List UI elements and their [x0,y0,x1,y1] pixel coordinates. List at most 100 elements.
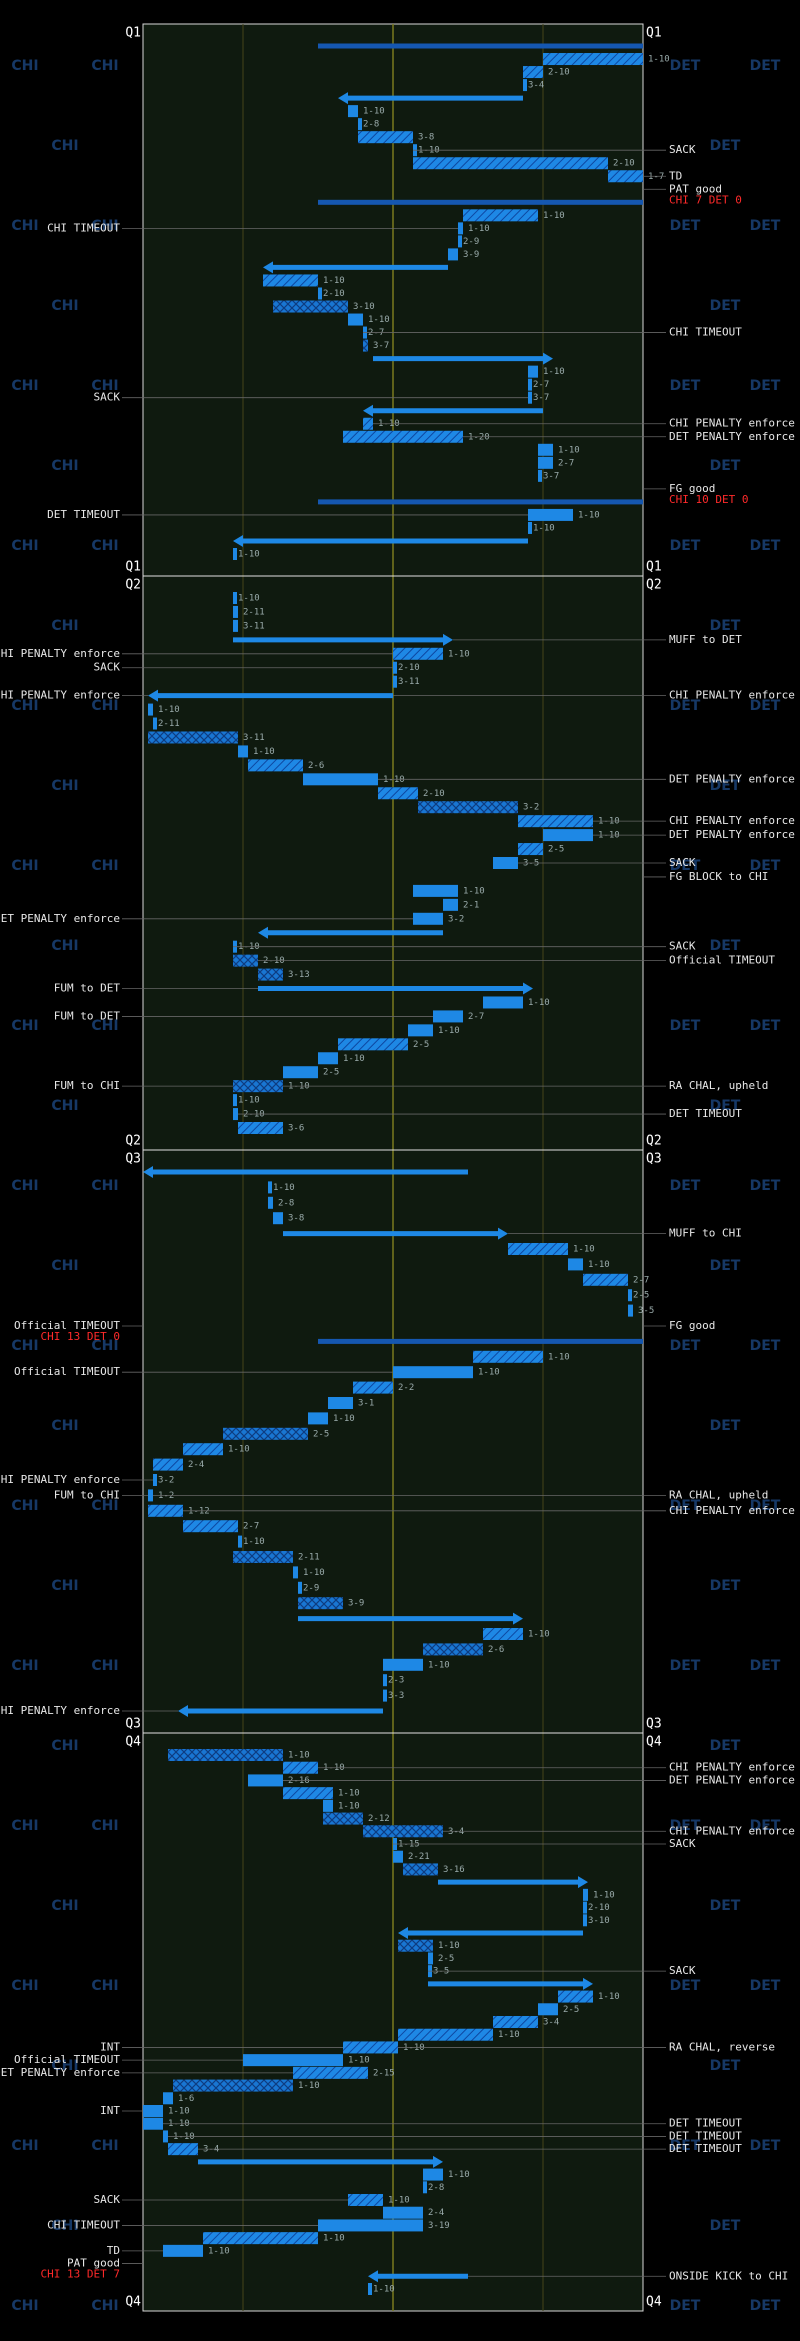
watermark: DET [710,618,741,634]
watermark: CHI [91,1818,118,1834]
note: CHI PENALTY enforce [0,647,120,660]
note: TD [107,2244,120,2257]
note: CHI TIMEOUT [47,221,120,234]
play-bar [538,469,542,482]
arrowhead [368,2270,378,2283]
note: PAT good [67,2257,120,2270]
note: TD [669,169,682,182]
watermark: CHI [91,1978,118,1994]
play-bar [328,1397,353,1409]
arrowhead [513,1612,523,1625]
play-bar [463,209,538,222]
watermark: CHI [51,1898,78,1914]
note: Official TIMEOUT [669,954,775,967]
play-bar [418,801,518,814]
play-bar [393,647,443,660]
note: DET PENALTY enforce [669,828,795,841]
down-distance: 3-4 [528,81,544,91]
down-distance: 2-10 [398,663,420,673]
watermark: DET [750,1818,781,1834]
note: DET TIMEOUT [669,1107,742,1120]
play-bar [143,2105,163,2117]
play-bar [298,1581,302,1594]
watermark: DET [670,1018,701,1034]
down-distance: 2-10 [588,1903,610,1913]
down-distance: 2-9 [463,237,479,247]
play-bar [298,1597,343,1610]
note: FUM to DET [54,1009,121,1022]
down-distance: 2-10 [323,289,345,299]
down-distance: 3-13 [288,970,310,980]
down-distance: 1-10 [373,2285,395,2295]
watermark: DET [670,1338,701,1354]
play-bar [528,521,532,534]
watermark: CHI [51,1738,78,1754]
down-distance: 1-15 [398,1840,420,1850]
down-distance: 3-5 [523,859,539,869]
down-distance: 1-10 [543,367,565,377]
kick-bar [318,43,643,49]
down-distance: 1-2 [158,1491,174,1501]
down-distance: 2-5 [323,1068,339,1078]
watermark: CHI [11,538,38,554]
play-bar [233,1108,238,1121]
watermark: CHI [91,1018,118,1034]
watermark: DET [750,1018,781,1034]
play-bar [148,1504,183,1517]
down-distance: 2-7 [533,380,549,390]
down-distance: 2-21 [408,1852,430,1862]
down-distance: 1-10 [478,1368,500,1378]
down-distance: 1-10 [528,1630,550,1640]
watermark: DET [710,1898,741,1914]
note: Official TIMEOUT [14,2053,120,2066]
play-bar [323,1799,333,1812]
watermark: CHI [91,218,118,234]
play-bar [398,2028,493,2041]
note: ONSIDE KICK to CHI [669,2269,788,2282]
play-bar [163,2092,173,2105]
play-bar [233,605,238,618]
score: CHI 13 DET 7 [41,2268,120,2281]
down-distance: 1-10 [348,2056,370,2066]
note: SACK [94,2193,121,2206]
note: DET PENALTY enforce [669,772,795,785]
down-distance: 1-10 [598,831,620,841]
quarter-label: Q2 [125,578,141,593]
note: INT [100,2040,120,2053]
watermark: DET [750,858,781,874]
watermark: CHI [11,58,38,74]
play-bar [583,1914,587,1927]
down-distance: 1-10 [533,523,555,533]
down-distance: 1-10 [238,550,260,560]
down-distance: 2-8 [363,120,379,130]
kick-bar [318,499,643,505]
down-distance: 1-10 [463,886,485,896]
down-distance: 1-10 [208,2246,230,2256]
watermark: DET [750,1658,781,1674]
down-distance: 3-7 [533,393,549,403]
play-bar [258,968,283,981]
arrowhead [258,926,268,939]
play-bar [393,675,397,688]
play-bar [368,2283,372,2295]
play-bar [393,661,397,674]
watermark: CHI [51,298,78,314]
watermark: DET [670,218,701,234]
watermark: CHI [11,1658,38,1674]
note: SACK [669,856,696,869]
watermark: DET [710,2058,741,2074]
down-distance: 1-10 [298,2081,320,2091]
play-bar [283,1066,318,1079]
play-bar [153,1474,157,1486]
play-bar [268,1181,272,1194]
down-distance: 1-10 [273,1183,295,1193]
watermark: CHI [51,2058,78,2074]
down-distance: 2-5 [313,1429,329,1439]
down-distance: 3-11 [398,677,420,687]
arrowhead [443,633,453,646]
play-bar [363,417,373,430]
down-distance: 1-10 [548,1352,570,1362]
play-bar [183,1443,223,1456]
down-distance: 3-6 [288,1124,304,1134]
